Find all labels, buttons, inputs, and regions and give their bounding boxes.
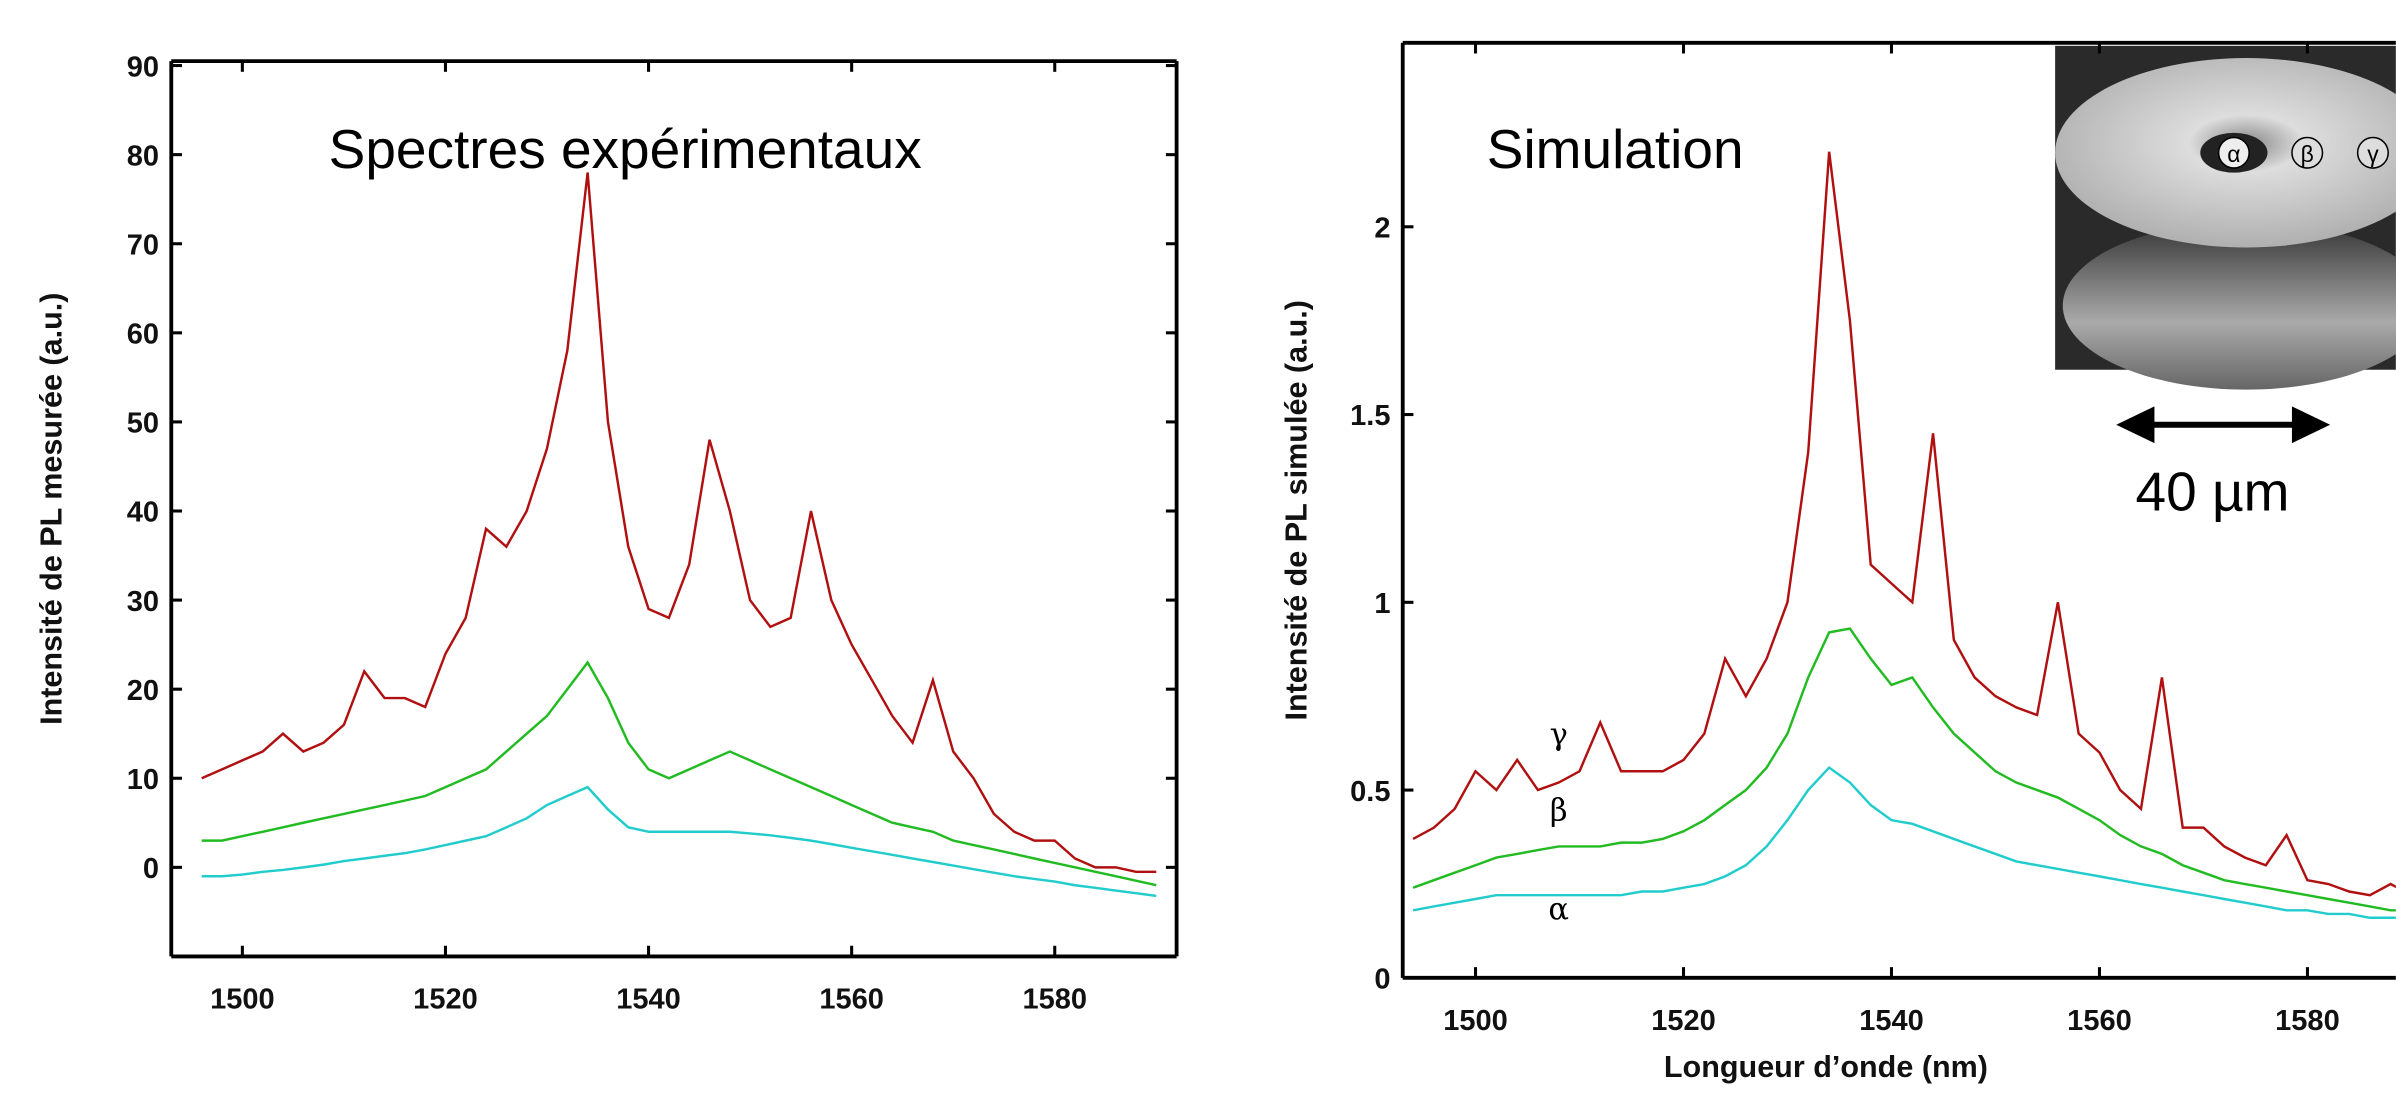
annotation: Spectres expérimentaux	[329, 118, 922, 180]
y-tick-label: 1.5	[1350, 400, 1390, 432]
y-axis-label: Intensité de PL mesurée (a.u.)	[34, 293, 68, 725]
curve-label: β	[1550, 793, 1568, 828]
y-tick-label: 2	[1374, 212, 1390, 244]
inset-label: α	[2227, 141, 2240, 167]
series-line	[201, 660, 1157, 887]
inset-label: β	[2301, 141, 2314, 167]
y-tick-label: 0	[143, 853, 159, 885]
x-axis-label: Longueur d’onde (nm)	[1664, 1050, 1988, 1084]
curve-label: α	[1548, 893, 1569, 928]
x-tick-label: 1580	[2275, 1005, 2340, 1037]
y-axis-label: Intensité de PL simulée (a.u.)	[1279, 300, 1313, 720]
y-tick-label: 1	[1374, 588, 1390, 620]
x-tick-label: 1520	[1651, 1005, 1716, 1037]
series-line	[1412, 765, 2396, 920]
y-tick-label: 60	[127, 319, 159, 351]
y-tick-label: 90	[127, 51, 159, 83]
scale-arrow	[2116, 406, 2331, 444]
x-tick-label: 1520	[413, 983, 478, 1015]
series-line	[201, 172, 1157, 874]
plot-lines	[1412, 151, 2396, 920]
series-line	[1412, 151, 2396, 897]
y-tick-label: 50	[127, 408, 159, 440]
x-tick-label: 1560	[819, 983, 884, 1015]
x-tick-label: 1560	[2067, 1005, 2132, 1037]
x-tick-label: 1580	[1022, 983, 1087, 1015]
y-tick-label: 10	[127, 764, 159, 796]
x-tick-label: 1540	[616, 983, 681, 1015]
scale-label: 40 µm	[2136, 460, 2290, 522]
y-tick-label: 70	[127, 229, 159, 261]
inset-photo	[2055, 45, 2396, 390]
x-tick-label: 1500	[210, 983, 275, 1015]
annotation: Simulation	[1487, 118, 1744, 180]
series-line	[1412, 627, 2396, 912]
y-tick-label: 30	[127, 586, 159, 618]
y-tick-label: 0	[1374, 964, 1390, 996]
y-tick-label: 40	[127, 497, 159, 529]
y-tick-label: 0.5	[1350, 776, 1390, 808]
curve-label: γ	[1550, 717, 1568, 752]
inset-label: γ	[2367, 141, 2379, 167]
series-line	[201, 785, 1157, 898]
x-tick-label: 1540	[1859, 1005, 1924, 1037]
y-tick-label: 80	[127, 140, 159, 172]
plot-lines	[201, 172, 1157, 898]
x-tick-label: 1500	[1443, 1005, 1508, 1037]
y-tick-label: 20	[127, 675, 159, 707]
